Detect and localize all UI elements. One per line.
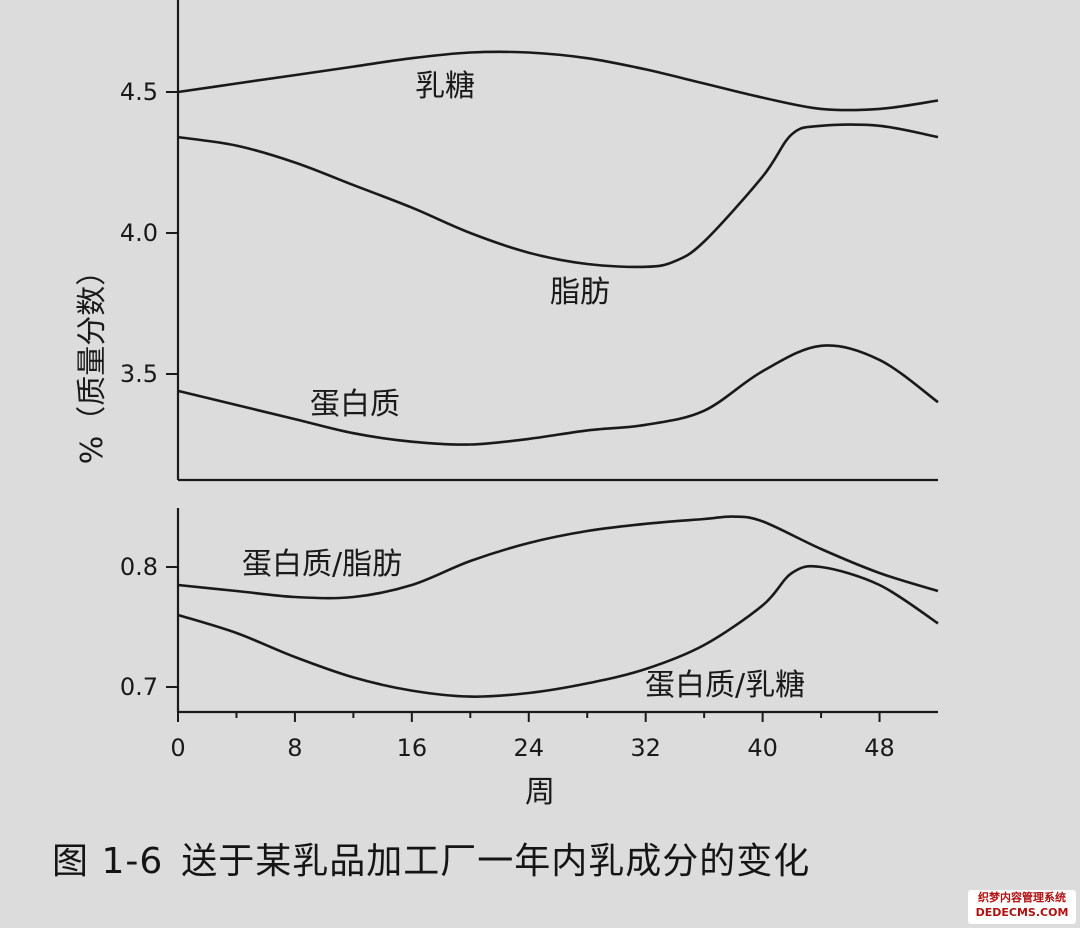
y-tick-label: 0.8 [120, 553, 158, 581]
figure-title: 送于某乳品加工厂一年内乳成分的变化 [181, 841, 811, 882]
series-label: 蛋白质 [310, 387, 400, 422]
chart-axes [176, 0, 938, 714]
x-tick-label: 8 [287, 734, 302, 762]
y-tick-label: 4.5 [120, 78, 158, 106]
x-tick-label: 16 [397, 734, 428, 762]
watermark-line1: 织梦内容管理系统 [978, 891, 1066, 904]
x-tick-label: 32 [630, 734, 661, 762]
chart-ticks: 3.5 4.0 4.5 0.7 0.8 0 8 16 24 32 40 48 [120, 78, 895, 762]
series-label: 蛋白质/脂肪 [242, 547, 402, 582]
series-line-1 [177, 123, 939, 269]
y-tick-label: 0.7 [120, 673, 158, 701]
chart-series [177, 50, 939, 698]
x-tick-label: 48 [864, 734, 895, 762]
watermark-logo: 织梦内容管理系统 DEDECMS.COM [968, 890, 1076, 924]
figure-caption: 图 1-6 送于某乳品加工厂一年内乳成分的变化 [52, 832, 828, 884]
y-tick-label: 3.5 [120, 360, 158, 388]
series-label: 脂肪 [550, 275, 610, 310]
x-axis-title: 周 [525, 775, 555, 810]
x-tick-label: 0 [170, 734, 185, 762]
series-label: 蛋白质/乳糖 [645, 668, 805, 703]
figure-number: 图 1-6 [52, 841, 164, 882]
series-line-0 [177, 515, 939, 600]
series-label: 乳糖 [415, 69, 475, 104]
y-axis-title: %（质量分数） [75, 256, 110, 465]
x-tick-label: 24 [513, 734, 544, 762]
series-line-2 [177, 344, 939, 446]
series-line-1 [177, 564, 939, 698]
y-tick-label: 4.0 [120, 219, 158, 247]
watermark-line2: DEDECMS.COM [975, 906, 1069, 919]
x-tick-label: 40 [747, 734, 778, 762]
series-line-0 [177, 50, 939, 112]
